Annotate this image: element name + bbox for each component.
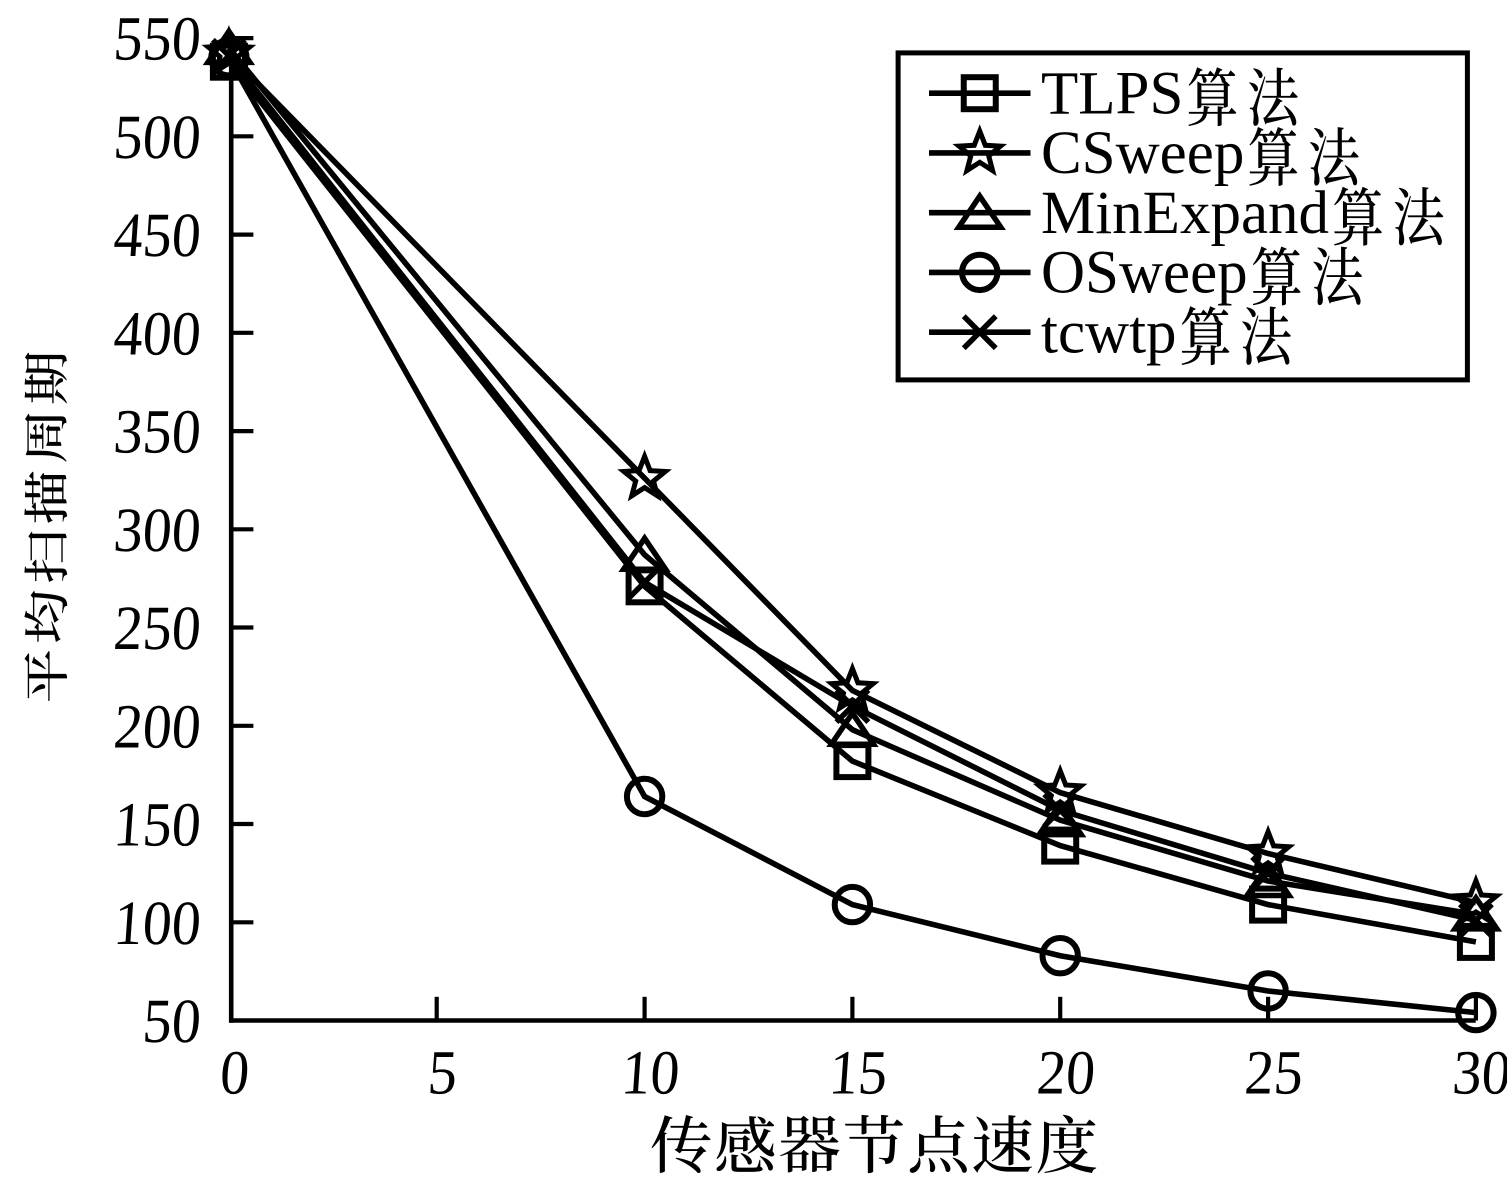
- svg-text:tcwtp: tcwtp: [1041, 299, 1177, 366]
- svg-text:0: 0: [218, 1038, 252, 1108]
- svg-text:20: 20: [1035, 1038, 1098, 1108]
- svg-text:350: 350: [112, 398, 204, 468]
- svg-text:30: 30: [1450, 1038, 1507, 1108]
- svg-text:10: 10: [619, 1038, 682, 1108]
- svg-text:400: 400: [112, 299, 204, 369]
- svg-text:CSweep: CSweep: [1041, 120, 1244, 187]
- svg-text:TLPS: TLPS: [1041, 60, 1183, 127]
- svg-text:25: 25: [1243, 1038, 1306, 1108]
- svg-text:100: 100: [112, 889, 204, 959]
- svg-text:250: 250: [112, 594, 204, 664]
- svg-text:15: 15: [827, 1038, 890, 1108]
- svg-text:150: 150: [112, 790, 204, 860]
- svg-text:550: 550: [112, 5, 204, 75]
- svg-text:MinExpand: MinExpand: [1041, 180, 1329, 247]
- svg-text:50: 50: [141, 987, 204, 1057]
- svg-text:300: 300: [112, 496, 204, 566]
- svg-text:500: 500: [112, 103, 204, 173]
- svg-text:OSweep: OSweep: [1041, 240, 1248, 307]
- svg-text:200: 200: [112, 692, 204, 762]
- svg-text:5: 5: [426, 1038, 460, 1108]
- svg-text:450: 450: [112, 201, 204, 271]
